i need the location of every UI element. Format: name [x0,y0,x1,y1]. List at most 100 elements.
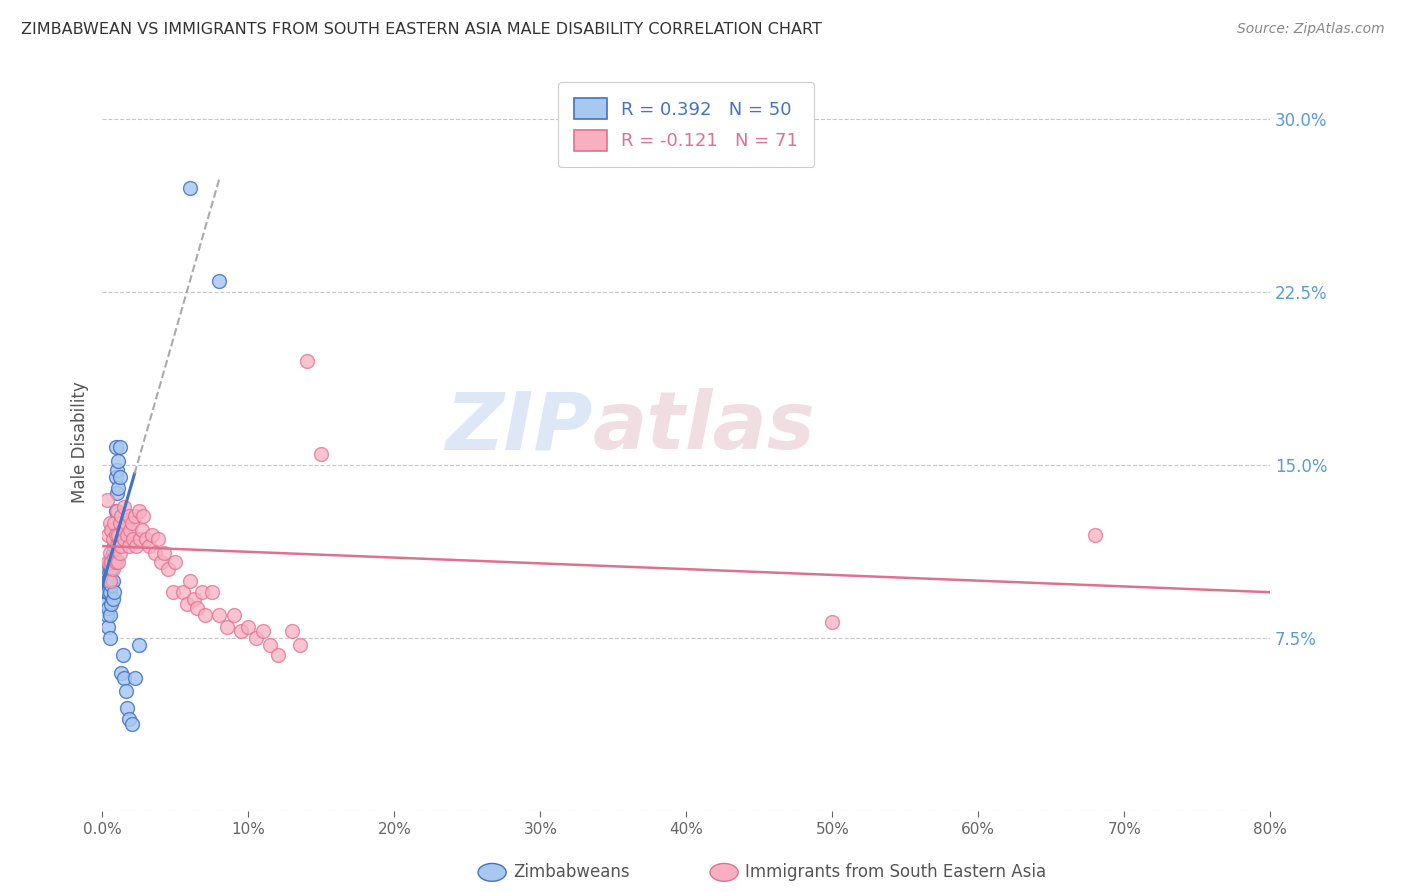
Point [101,592,124,607]
Point [162,585,184,599]
Point [222,608,245,623]
Point [107,453,129,467]
Legend: R = 0.392   N = 50, R = -0.121   N = 71: R = 0.392 N = 50, R = -0.121 N = 71 [558,82,814,167]
Point [103,539,125,553]
Point [98,574,121,588]
Point [112,671,135,685]
Point [103,585,125,599]
Point [107,527,129,541]
Point [100,578,122,592]
Point [266,648,288,662]
Point [128,638,150,652]
Point [179,574,201,588]
Point [98,574,121,588]
Point [131,523,153,537]
Point [105,486,128,500]
Point [157,562,180,576]
Point [111,648,134,662]
Point [104,527,127,541]
Point [146,532,169,546]
Point [98,632,121,646]
Point [100,550,122,565]
Point [128,504,150,518]
Point [125,539,148,553]
Point [121,516,143,530]
Point [172,585,194,599]
Point [118,539,141,553]
Point [96,492,118,507]
Point [100,597,122,611]
Point [208,274,231,288]
Point [288,638,311,652]
Point [97,527,120,541]
Point [96,569,118,583]
Point [98,516,121,530]
Point [100,523,122,537]
Point [201,585,224,599]
Point [97,620,120,634]
Point [101,562,124,576]
Point [1084,527,1107,541]
Point [101,546,124,560]
Point [111,523,134,537]
Point [141,527,163,541]
Point [103,516,125,530]
Point [105,504,128,518]
Point [245,632,267,646]
Point [98,546,121,560]
Point [97,562,120,576]
Point [179,181,201,195]
Point [117,700,139,714]
Point [117,527,139,541]
Point [105,527,128,541]
Point [186,601,208,615]
Point [104,440,127,454]
Point [112,500,135,514]
Text: atlas: atlas [593,388,815,467]
Point [103,555,125,569]
Point [259,638,281,652]
Point [108,470,131,484]
Point [110,509,132,524]
Point [96,574,118,588]
Point [94,578,117,592]
Point [121,716,143,731]
Point [112,532,135,546]
Point [94,562,117,576]
Point [208,608,231,623]
Point [98,562,121,576]
Point [252,624,274,639]
Point [110,665,132,680]
Point [100,562,122,576]
Point [97,601,120,615]
Point [96,585,118,599]
Point [821,615,844,630]
Point [295,354,318,368]
Point [165,555,187,569]
Point [238,620,260,634]
Point [135,532,157,546]
Point [152,546,174,560]
Point [97,574,120,588]
Point [98,608,121,623]
Point [97,555,120,569]
Point [107,481,129,495]
Point [229,624,252,639]
Point [129,532,152,546]
Point [100,555,122,569]
Point [149,555,172,569]
Point [215,620,238,634]
Point [176,597,198,611]
Point [122,532,145,546]
Point [103,550,125,565]
Point [108,546,131,560]
Y-axis label: Male Disability: Male Disability [72,382,89,503]
Point [104,504,127,518]
Point [110,539,132,553]
Point [124,671,146,685]
Point [143,546,166,560]
Text: Immigrants from South Eastern Asia: Immigrants from South Eastern Asia [745,863,1046,881]
Point [101,555,124,569]
Point [120,523,142,537]
Point [118,509,141,524]
